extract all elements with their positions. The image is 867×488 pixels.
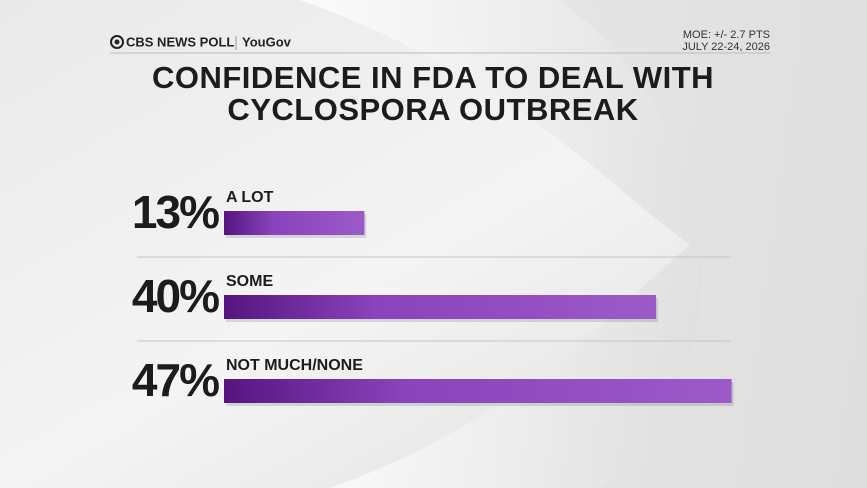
category-label: A LOT (226, 189, 274, 206)
background-swoosh (560, 0, 867, 488)
value-label: 40% (132, 270, 219, 322)
poll-brand: CBS NEWS POLL (126, 34, 234, 49)
plot-area: A LOT 13% SOME 40% NOT MUCH/NONE 47% (132, 186, 734, 406)
cbs-eye-logo (114, 39, 120, 45)
partner-brand: YouGov (242, 34, 292, 49)
cbs-eye-logo (110, 35, 124, 49)
bar (224, 295, 656, 319)
value-label: 47% (132, 354, 219, 406)
category-label: NOT MUCH/NONE (226, 357, 363, 374)
bar (224, 379, 732, 403)
chart-title: CONFIDENCE IN FDA TO DEAL WITH CYCLOSPOR… (151, 60, 715, 127)
category-label: SOME (226, 273, 273, 290)
bar (224, 211, 365, 235)
moe: MOE: +/- 2.7 PTS (683, 29, 770, 41)
dates: JULY 22-24, 2026 (682, 41, 770, 53)
value-label: 13% (132, 186, 219, 238)
